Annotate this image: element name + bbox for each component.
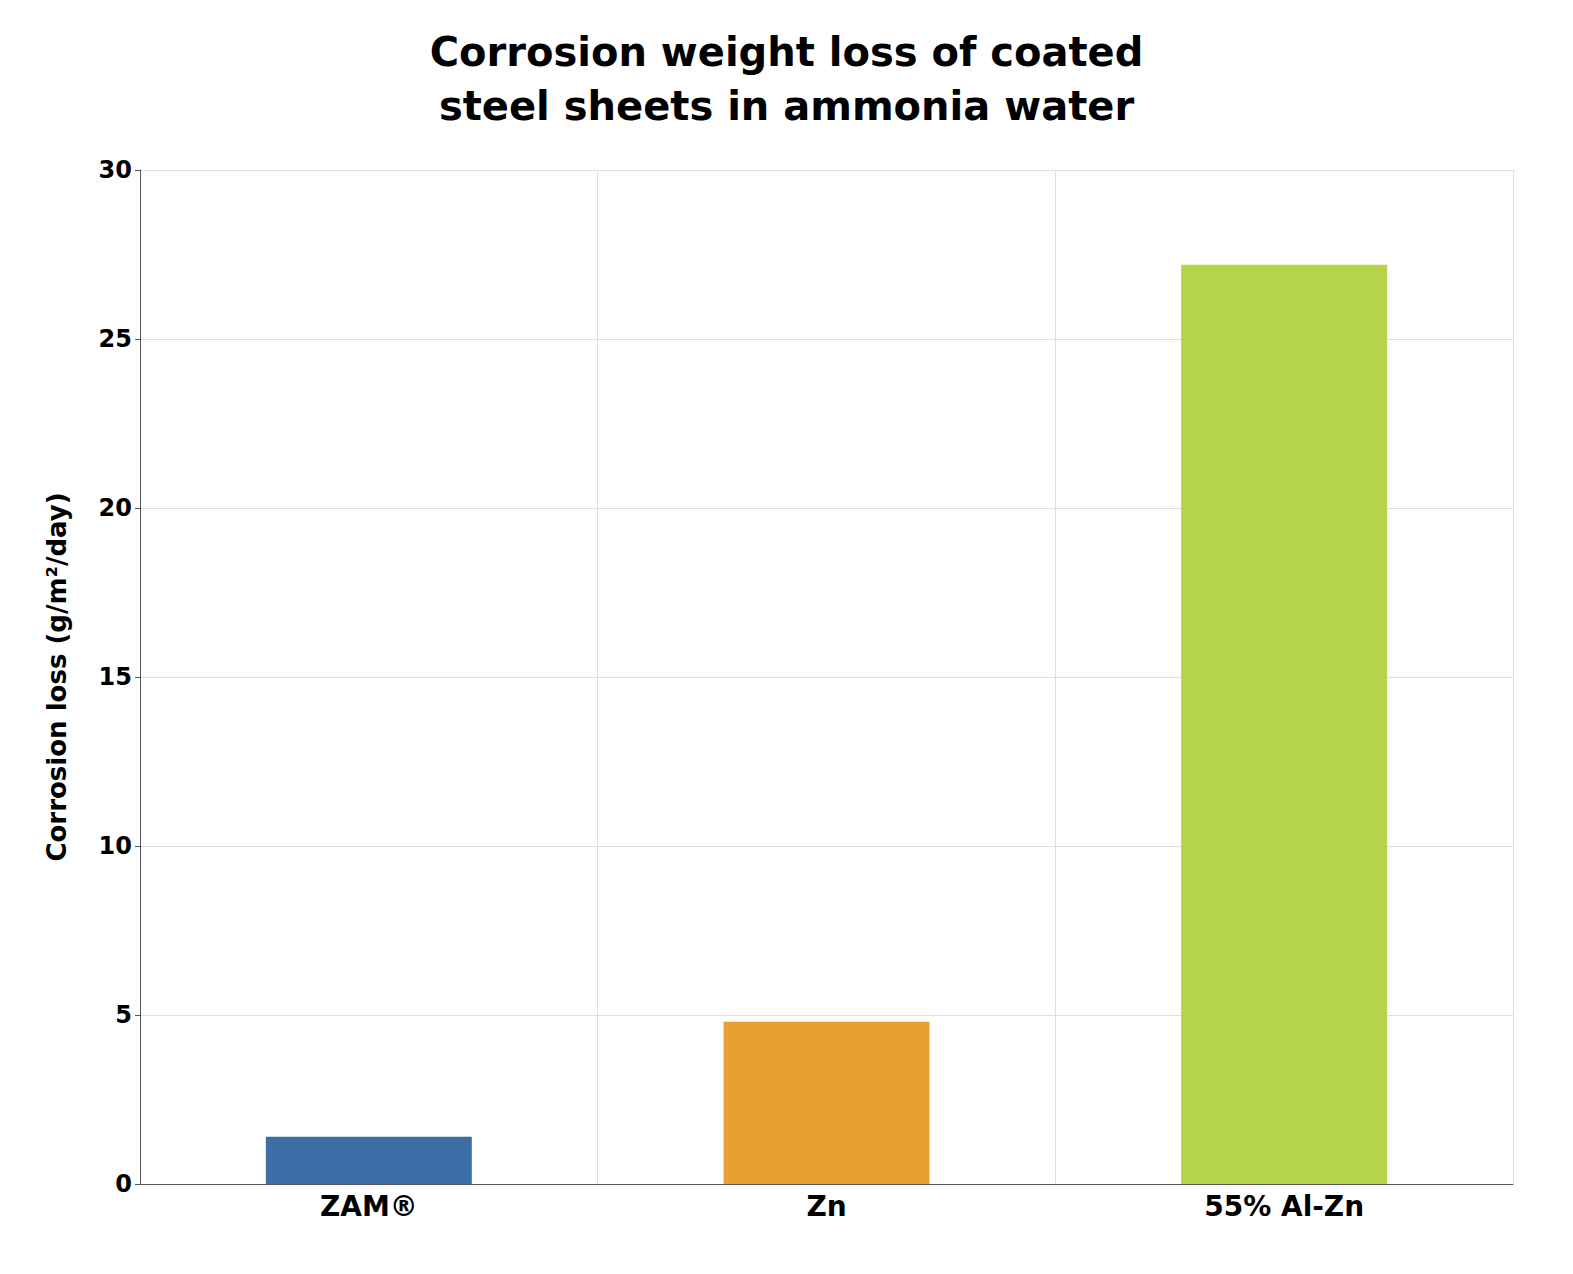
svg-text:Corrosion loss (g/m²/day): Corrosion loss (g/m²/day) [42, 492, 72, 861]
svg-text:steel sheets in ammonia water: steel sheets in ammonia water [439, 83, 1134, 129]
svg-text:15: 15 [99, 663, 132, 691]
svg-text:30: 30 [99, 156, 132, 184]
svg-text:Corrosion weight loss of coate: Corrosion weight loss of coated [430, 29, 1144, 75]
svg-text:Zn: Zn [806, 1190, 846, 1223]
svg-text:25: 25 [99, 325, 132, 353]
svg-text:5: 5 [115, 1001, 132, 1029]
svg-text:0: 0 [115, 1170, 132, 1198]
svg-text:10: 10 [99, 832, 132, 860]
svg-text:ZAM®: ZAM® [320, 1190, 418, 1223]
svg-text:55% Al-Zn: 55% Al-Zn [1204, 1190, 1364, 1223]
svg-text:20: 20 [99, 494, 132, 522]
